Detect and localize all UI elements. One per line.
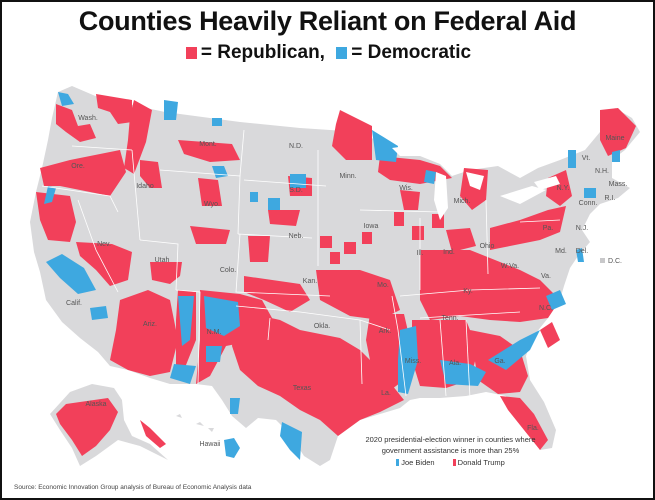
state-label: Wis.	[399, 185, 413, 192]
democratic-counties	[44, 92, 620, 460]
state-label: Ohio	[480, 243, 495, 250]
state-label: Mont.	[199, 141, 217, 148]
state-label: Ga.	[494, 358, 505, 365]
state-label: Idaho	[136, 183, 154, 190]
republican-swatch	[185, 47, 197, 59]
state-label: Maine	[605, 135, 624, 142]
state-labels: Wash. Ore. Calif. Nev. Idaho Mont. Wyo. Utah Col…	[66, 115, 627, 448]
state-label: Miss.	[405, 358, 421, 365]
hawaii-small-islands	[176, 414, 214, 432]
state-label: Colo.	[220, 267, 236, 274]
hawaii-big-island	[224, 438, 240, 458]
state-label: Md.	[555, 248, 567, 255]
republican-key-label: = Republican,	[200, 42, 325, 63]
map-legend: 2020 presidential-election winner in cou…	[343, 434, 558, 468]
us-county-map: Wash. Ore. Calif. Nev. Idaho Mont. Wyo. Utah Col…	[30, 86, 640, 466]
state-label: Ala.	[449, 360, 461, 367]
legend-items: Joe Biden Donald Trump	[343, 457, 558, 468]
state-label: Minn.	[339, 173, 356, 180]
state-label: Ky.	[463, 288, 473, 295]
legend-item-biden: Joe Biden	[396, 458, 435, 467]
state-label: Neb.	[289, 233, 304, 240]
state-label: Ill.	[417, 250, 424, 257]
state-label: Wyo.	[204, 201, 220, 208]
state-label: Mass.	[609, 181, 628, 188]
map-title: Counties Heavily Reliant on Federal Aid	[78, 6, 577, 36]
dc-swatch	[600, 258, 605, 263]
alaska-panhandle	[140, 420, 166, 448]
dc-label: D.C.	[600, 258, 622, 265]
alaska-rep-counties	[56, 398, 118, 456]
state-label: N.D.	[289, 143, 303, 150]
state-label: Fla.	[527, 425, 539, 432]
state-label: Ark.	[379, 328, 392, 335]
state-label: Mo.	[377, 282, 389, 289]
state-label: S.D.	[289, 187, 303, 194]
state-label: Ore.	[71, 163, 85, 170]
state-label: Kan.	[303, 278, 317, 285]
state-label: Iowa	[364, 223, 379, 230]
state-label: Mich.	[454, 198, 471, 205]
state-label: N.M.	[207, 329, 222, 336]
state-label: Va.	[541, 273, 551, 280]
legend-item-trump: Donald Trump	[452, 458, 505, 467]
map-subtitle: = Republican, = Democratic	[0, 42, 655, 64]
state-label: N.C.	[539, 305, 553, 312]
trump-swatch	[452, 459, 456, 466]
state-label: Wash.	[78, 115, 98, 122]
state-label: N.H.	[595, 168, 609, 175]
state-borders	[41, 129, 561, 399]
state-label: Okla.	[314, 323, 330, 330]
state-label: Del.	[576, 248, 589, 255]
state-label: Conn.	[579, 200, 598, 207]
biden-swatch	[396, 459, 400, 466]
state-label: Texas	[293, 385, 312, 392]
state-label: Tenn.	[441, 315, 458, 322]
republican-counties	[36, 94, 636, 450]
state-label: N.Y.	[557, 185, 570, 192]
state-label: W.Va.	[501, 263, 519, 270]
state-label: Nev.	[97, 241, 111, 248]
state-label: Pa.	[543, 225, 554, 232]
legend-title-line1: 2020 presidential-election winner in cou…	[365, 435, 536, 444]
state-label: Ariz.	[143, 321, 157, 328]
state-label: Calif.	[66, 300, 82, 307]
state-label: R.I.	[605, 195, 616, 202]
great-lakes	[392, 144, 560, 220]
source-note: Source: Economic Innovation Group analys…	[14, 484, 252, 491]
democratic-swatch	[336, 47, 348, 59]
state-label: Vt.	[582, 155, 591, 162]
state-label: Utah	[155, 257, 170, 264]
state-label: La.	[381, 390, 391, 397]
state-label: Hawaii	[199, 441, 220, 448]
state-label: N.J.	[576, 225, 589, 232]
democratic-key-label: = Democratic	[351, 42, 472, 63]
legend-title-line2: government assistance is more than 25%	[381, 446, 520, 455]
state-label: Alaska	[85, 401, 106, 408]
state-label: Ind.	[443, 249, 455, 256]
